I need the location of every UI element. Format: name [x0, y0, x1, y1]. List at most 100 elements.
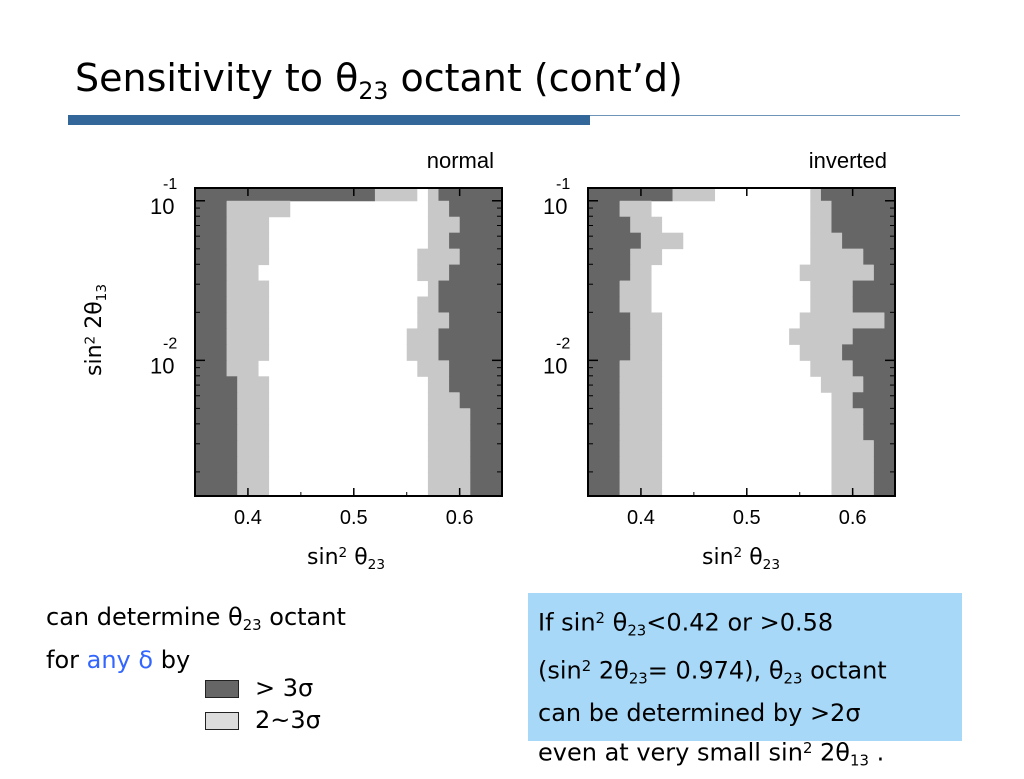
y-tick-exponent: -2	[163, 335, 177, 352]
region-right-3sigma	[459, 248, 502, 266]
x-tick-label: 0.4	[627, 507, 655, 529]
region-left-3sigma	[588, 280, 620, 298]
y-tick-exponent: -1	[556, 176, 570, 193]
region-left-2-3sigma	[237, 392, 270, 409]
region-left-2-3sigma	[619, 376, 663, 393]
region-left-3sigma	[588, 296, 620, 313]
region-left-3sigma	[588, 392, 620, 409]
region-left-3sigma	[195, 280, 227, 298]
region-left-2-3sigma	[237, 472, 270, 497]
region-left-3sigma	[588, 424, 620, 441]
region-left-3sigma	[195, 472, 238, 497]
conclusion-line-2: for any δ by	[46, 646, 191, 675]
region-left-3sigma	[195, 188, 375, 202]
region-right-3sigma	[449, 360, 502, 377]
region-right-3sigma	[831, 200, 895, 218]
region-left-3sigma	[588, 376, 620, 393]
region-right-2-3sigma	[427, 408, 471, 425]
legend-swatch-dark	[205, 680, 239, 698]
region-right-3sigma	[842, 232, 895, 250]
region-left-3sigma	[588, 216, 631, 234]
legend-item-3sigma: > 3σ	[205, 674, 313, 702]
region-right-2-3sigma	[820, 376, 864, 393]
x-tick-label: 0.5	[733, 507, 761, 529]
region-left-3sigma	[588, 360, 620, 377]
region-left-3sigma	[588, 408, 620, 425]
region-left-3sigma	[588, 188, 673, 202]
y-tick-label: 10	[543, 194, 567, 219]
region-right-3sigma	[459, 216, 502, 234]
title-underline-line	[590, 115, 960, 116]
region-right-2-3sigma	[427, 392, 460, 409]
region-left-3sigma	[588, 264, 631, 282]
region-right-2-3sigma	[427, 440, 471, 457]
info-line-2: (sin2 2θ23= 0.974), θ23 octant	[538, 656, 887, 688]
info-line-4: even at very small sin2 2θ13 .	[538, 738, 885, 770]
region-left-2-3sigma	[226, 312, 270, 329]
region-left-2-3sigma	[630, 312, 663, 329]
region-left-3sigma	[195, 456, 238, 473]
region-left-2-3sigma	[226, 296, 270, 313]
region-left-3sigma	[588, 200, 620, 218]
region-right-3sigma	[470, 456, 502, 473]
region-right-2-3sigma	[810, 296, 853, 313]
region-right-3sigma	[449, 200, 502, 218]
region-left-2-3sigma	[630, 264, 652, 282]
region-left-3sigma	[588, 440, 620, 457]
x-axis-label-inverted: sin2 θ23	[702, 545, 780, 573]
region-right-2-3sigma	[427, 280, 439, 298]
region-left-3sigma	[195, 264, 227, 282]
region-right-3sigma	[820, 188, 895, 202]
region-left-2-3sigma	[619, 360, 663, 377]
region-left-2-3sigma	[619, 280, 652, 298]
region-left-2-3sigma	[630, 344, 663, 361]
region-left-2-3sigma	[226, 248, 270, 266]
info-box: If sin2 θ23<0.42 or >0.58 (sin2 2θ23= 0.…	[528, 593, 962, 770]
region-right-2-3sigma	[831, 440, 874, 457]
region-right-2-3sigma	[417, 296, 439, 313]
region-left-2-3sigma	[226, 200, 291, 218]
region-left-3sigma	[195, 232, 227, 250]
region-right-3sigma	[459, 392, 502, 409]
region-left-2-3sigma	[237, 424, 270, 441]
region-right-3sigma	[449, 312, 502, 329]
region-right-3sigma	[863, 248, 895, 266]
region-right-2-3sigma	[427, 456, 471, 473]
region-right-3sigma	[831, 216, 895, 234]
region-left-2-3sigma	[226, 216, 270, 234]
region-left-2-3sigma	[630, 216, 663, 234]
title-underline-bar	[68, 115, 590, 125]
region-left-3sigma	[588, 472, 620, 497]
region-right-3sigma	[852, 296, 895, 313]
y-tick-exponent: -2	[556, 335, 570, 352]
region-right-2-3sigma	[427, 188, 439, 202]
region-right-2-3sigma	[810, 200, 832, 218]
region-left-2-3sigma	[226, 344, 270, 361]
region-left-3sigma	[195, 296, 227, 313]
region-left-3sigma	[195, 200, 227, 218]
region-left-3sigma	[588, 328, 631, 345]
info-line-1: If sin2 θ23<0.42 or >0.58	[538, 608, 834, 640]
region-right-3sigma	[449, 264, 502, 282]
plot-frame	[587, 187, 896, 497]
x-tick-label: 0.6	[446, 507, 474, 529]
region-right-2-3sigma	[799, 344, 843, 361]
region-right-3sigma	[470, 440, 502, 457]
region-right-3sigma	[438, 328, 502, 345]
region-right-2-3sigma	[810, 360, 853, 377]
region-right-3sigma	[873, 264, 895, 282]
region-right-2-3sigma	[427, 232, 450, 250]
region-right-2-3sigma	[427, 376, 450, 393]
region-right-3sigma	[842, 344, 895, 361]
region-left-3sigma	[195, 248, 227, 266]
region-left-2-3sigma	[237, 456, 270, 473]
region-right-3sigma	[449, 376, 502, 393]
region-right-3sigma	[449, 232, 502, 250]
region-right-2-3sigma	[831, 424, 864, 441]
region-left-2-3sigma	[619, 296, 652, 313]
region-left-3sigma	[195, 360, 227, 377]
region-left-3sigma	[195, 312, 227, 329]
region-right-3sigma	[852, 392, 895, 409]
